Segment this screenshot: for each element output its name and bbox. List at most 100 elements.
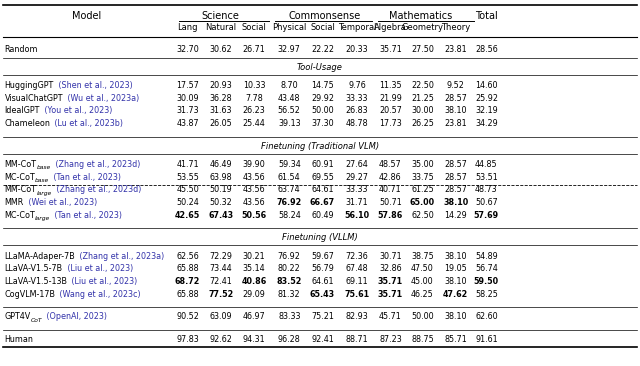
Text: 46.49: 46.49 [209, 160, 232, 169]
Text: Temporal: Temporal [338, 23, 376, 33]
Text: 26.71: 26.71 [243, 45, 266, 54]
Text: 69.11: 69.11 [346, 277, 369, 286]
Text: (Tan et al., 2023): (Tan et al., 2023) [52, 211, 122, 220]
Text: 40.71: 40.71 [379, 186, 402, 194]
Text: 59.67: 59.67 [311, 251, 334, 261]
Text: (Zhang et al., 2023d): (Zhang et al., 2023d) [54, 186, 141, 194]
Text: 34.29: 34.29 [475, 119, 498, 128]
Text: 20.57: 20.57 [379, 107, 402, 116]
Text: Model: Model [72, 11, 101, 21]
Text: 60.91: 60.91 [311, 160, 334, 169]
Text: 14.60: 14.60 [475, 81, 498, 90]
Text: 65.88: 65.88 [176, 264, 199, 273]
Text: 32.70: 32.70 [176, 45, 199, 54]
Text: 28.57: 28.57 [444, 160, 467, 169]
Text: MC-CoT: MC-CoT [4, 173, 35, 182]
Text: 77.52: 77.52 [208, 290, 234, 299]
Text: 85.71: 85.71 [444, 335, 467, 344]
Text: 88.71: 88.71 [346, 335, 369, 344]
Text: 33.75: 33.75 [411, 173, 434, 182]
Text: 80.22: 80.22 [278, 264, 301, 273]
Text: 61.25: 61.25 [411, 186, 434, 194]
Text: 53.55: 53.55 [176, 173, 199, 182]
Text: 27.64: 27.64 [346, 160, 369, 169]
Text: 26.23: 26.23 [243, 107, 266, 116]
Text: 50.32: 50.32 [209, 198, 232, 207]
Text: 62.60: 62.60 [475, 312, 498, 321]
Text: 31.63: 31.63 [209, 107, 232, 116]
Text: 54.89: 54.89 [475, 251, 498, 261]
Text: 22.22: 22.22 [311, 45, 334, 54]
Text: Lang: Lang [177, 23, 198, 33]
Text: 19.05: 19.05 [444, 264, 467, 273]
Text: (Wei et al., 2023): (Wei et al., 2023) [26, 198, 97, 207]
Text: 20.33: 20.33 [346, 45, 369, 54]
Text: 59.50: 59.50 [474, 277, 499, 286]
Text: MM-CoT: MM-CoT [4, 160, 36, 169]
Text: (Wang et al., 2023c): (Wang et al., 2023c) [58, 290, 141, 299]
Text: 66.67: 66.67 [310, 198, 335, 207]
Text: 62.50: 62.50 [411, 211, 434, 220]
Text: 30.71: 30.71 [379, 251, 402, 261]
Text: (Lu et al., 2023b): (Lu et al., 2023b) [52, 119, 124, 128]
Text: 44.85: 44.85 [475, 160, 498, 169]
Text: 8.70: 8.70 [280, 81, 298, 90]
Text: 43.87: 43.87 [176, 119, 199, 128]
Text: 7.78: 7.78 [245, 94, 263, 102]
Text: 56.10: 56.10 [344, 211, 370, 220]
Text: 9.52: 9.52 [447, 81, 465, 90]
Text: 97.83: 97.83 [176, 335, 199, 344]
Text: base: base [36, 165, 51, 170]
Text: 35.71: 35.71 [378, 277, 403, 286]
Text: Chameleon: Chameleon [4, 119, 51, 128]
Text: 73.44: 73.44 [209, 264, 232, 273]
Text: LLaVA-V1.5-7B: LLaVA-V1.5-7B [4, 264, 63, 273]
Text: large: large [36, 191, 52, 196]
Text: 83.52: 83.52 [276, 277, 302, 286]
Text: (Liu et al., 2023): (Liu et al., 2023) [65, 264, 132, 273]
Text: 50.00: 50.00 [311, 107, 334, 116]
Text: 10.33: 10.33 [243, 81, 266, 90]
Text: 17.73: 17.73 [379, 119, 402, 128]
Text: HuggingGPT: HuggingGPT [4, 81, 54, 90]
Text: 72.29: 72.29 [209, 251, 232, 261]
Text: Science: Science [201, 11, 239, 21]
Text: LLaMA-Adaper-7B: LLaMA-Adaper-7B [4, 251, 76, 261]
Text: 38.10: 38.10 [444, 277, 467, 286]
Text: 37.30: 37.30 [311, 119, 334, 128]
Text: 58.25: 58.25 [475, 290, 498, 299]
Text: 87.23: 87.23 [379, 335, 402, 344]
Text: 20.93: 20.93 [209, 81, 232, 90]
Text: 46.25: 46.25 [411, 290, 434, 299]
Text: 38.10: 38.10 [444, 312, 467, 321]
Text: 42.65: 42.65 [175, 211, 200, 220]
Text: (Tan et al., 2023): (Tan et al., 2023) [51, 173, 122, 182]
Text: 31.73: 31.73 [176, 107, 199, 116]
Text: 30.00: 30.00 [411, 107, 434, 116]
Text: 39.13: 39.13 [278, 119, 301, 128]
Text: 82.93: 82.93 [346, 312, 369, 321]
Text: 50.19: 50.19 [209, 186, 232, 194]
Text: 81.32: 81.32 [278, 290, 301, 299]
Text: 75.21: 75.21 [311, 312, 334, 321]
Text: 48.78: 48.78 [346, 119, 369, 128]
Text: 26.25: 26.25 [411, 119, 434, 128]
Text: MMR: MMR [4, 198, 24, 207]
Text: 32.19: 32.19 [475, 107, 498, 116]
Text: 39.90: 39.90 [243, 160, 266, 169]
Text: 33.33: 33.33 [346, 94, 369, 102]
Text: 11.35: 11.35 [379, 81, 402, 90]
Text: 69.55: 69.55 [311, 173, 334, 182]
Text: 65.43: 65.43 [310, 290, 335, 299]
Text: LLaVA-V1.5-13B: LLaVA-V1.5-13B [4, 277, 67, 286]
Text: MM-CoT: MM-CoT [4, 186, 36, 194]
Text: 27.50: 27.50 [411, 45, 434, 54]
Text: 90.52: 90.52 [176, 312, 199, 321]
Text: Random: Random [4, 45, 38, 54]
Text: (Zhang et al., 2023a): (Zhang et al., 2023a) [77, 251, 164, 261]
Text: 46.97: 46.97 [243, 312, 266, 321]
Text: 63.98: 63.98 [209, 173, 232, 182]
Text: 64.61: 64.61 [311, 277, 334, 286]
Text: 94.31: 94.31 [243, 335, 266, 344]
Text: 38.10: 38.10 [443, 198, 468, 207]
